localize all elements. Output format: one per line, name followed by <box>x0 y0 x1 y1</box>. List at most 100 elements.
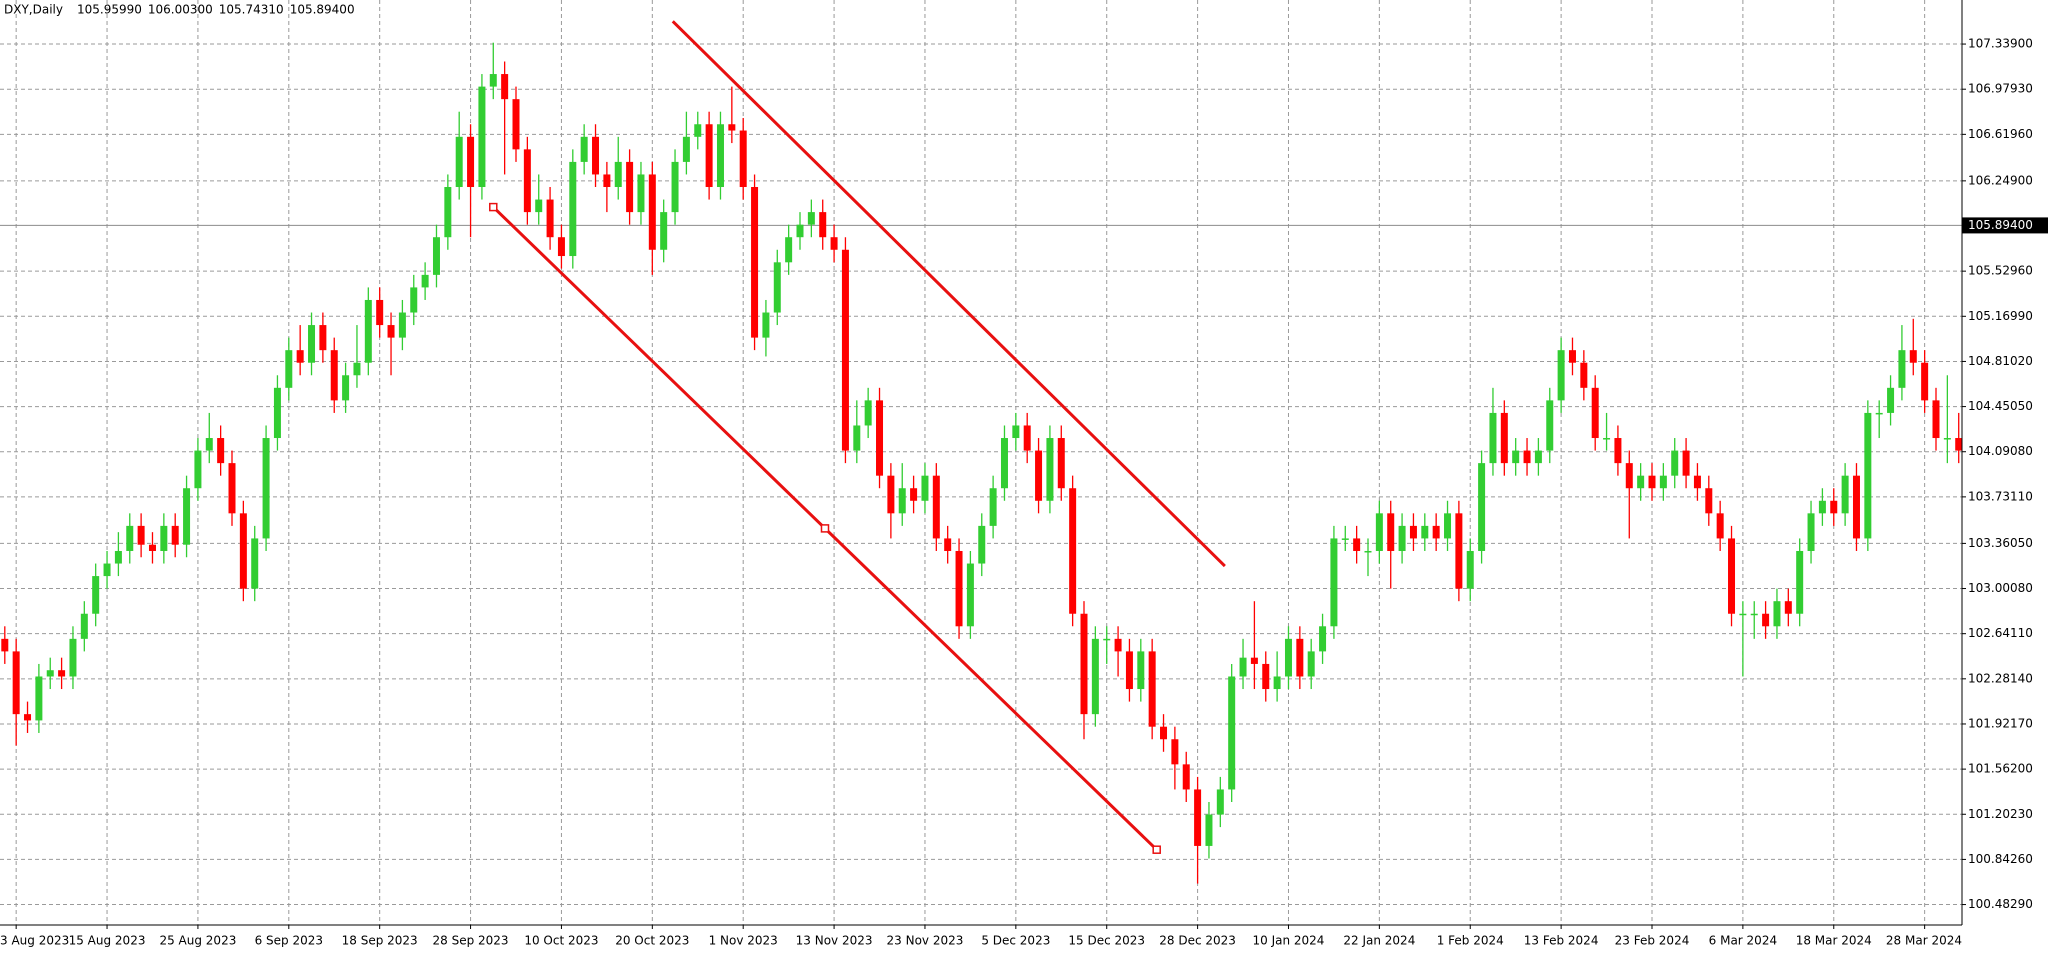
candle-body <box>1762 613 1770 627</box>
candle-body <box>739 130 747 188</box>
candle-body <box>1364 550 1372 553</box>
y-tick-label: 104.45050 <box>1968 399 2033 413</box>
x-tick-label: 13 Feb 2024 <box>1524 934 1599 948</box>
candle-body <box>626 161 634 213</box>
candle-body <box>716 124 724 188</box>
candle-body <box>1739 613 1747 616</box>
candle-body <box>1955 438 1963 451</box>
candle-body <box>694 124 702 137</box>
candle-body <box>592 136 600 175</box>
candle-body <box>1341 538 1349 540</box>
candle-body <box>512 99 520 150</box>
candle-body <box>1375 513 1383 551</box>
x-tick-label: 23 Nov 2023 <box>887 934 964 948</box>
y-tick-label: 106.61960 <box>1968 127 2033 141</box>
candle-body <box>1 638 9 652</box>
candle-body <box>569 161 577 257</box>
candle-body <box>1830 500 1838 514</box>
candle-body <box>705 124 713 188</box>
candle-body <box>944 538 952 551</box>
y-tick-label: 105.52960 <box>1968 264 2033 278</box>
y-tick-label: 104.09080 <box>1968 444 2033 458</box>
candle-body <box>580 136 588 162</box>
last-low: 105.74310 <box>219 3 284 17</box>
candle-body <box>1398 525 1406 551</box>
candle-body <box>1000 438 1008 489</box>
candle-body <box>1421 525 1429 539</box>
candle-body <box>1750 613 1758 616</box>
candle-body <box>603 174 611 188</box>
trendline-anchor <box>820 524 830 533</box>
candle-body <box>92 576 100 614</box>
y-tick-label: 100.84260 <box>1968 852 2033 866</box>
candle-body <box>24 714 32 721</box>
candle-body <box>1409 525 1417 539</box>
axes: 107.33900 106.97930 106.61960 106.24900 105.… <box>0 37 2048 948</box>
x-tick-label: 15 Dec 2023 <box>1068 934 1145 948</box>
candle-body <box>955 550 963 627</box>
candle-body <box>183 488 191 545</box>
candle-body <box>830 237 838 250</box>
candle-body <box>444 187 452 238</box>
candle-body <box>364 299 372 363</box>
x-tick-label: 6 Mar 2024 <box>1709 934 1777 948</box>
candle-body <box>1273 676 1281 690</box>
candle-body <box>785 237 793 263</box>
candle-body <box>910 488 918 501</box>
candle-body <box>1080 613 1088 715</box>
candle-body <box>1194 789 1202 846</box>
x-tick-label: 10 Oct 2023 <box>524 934 598 948</box>
y-tick-label: 103.00080 <box>1968 581 2033 595</box>
candle-body <box>126 525 134 551</box>
candle-body <box>1500 412 1508 464</box>
last-high: 106.00300 <box>148 3 213 17</box>
candle-body <box>1603 438 1611 440</box>
candle-body <box>1614 438 1622 464</box>
candle-body <box>1580 362 1588 388</box>
candle-body <box>251 538 259 589</box>
candle-body <box>1296 638 1304 677</box>
candle-body <box>330 350 338 401</box>
y-tick-label: 106.97930 <box>1968 82 2033 96</box>
candle-body <box>1330 538 1338 627</box>
x-tick-label: 6 Sep 2023 <box>255 934 323 948</box>
candle-body <box>12 651 20 715</box>
candle-body <box>1705 488 1713 514</box>
x-tick-label: 28 Sep 2023 <box>433 934 509 948</box>
candle-body <box>1932 400 1940 439</box>
candle-body <box>285 350 293 388</box>
candle-body <box>1637 475 1645 489</box>
candle-body <box>501 74 509 100</box>
candle-body <box>1023 425 1031 451</box>
candle-body <box>353 362 361 376</box>
candle-body <box>1091 638 1099 715</box>
candle-body <box>1591 387 1599 439</box>
candle-body <box>898 488 906 514</box>
candle-body <box>296 350 304 363</box>
candle-body <box>103 563 111 577</box>
candle-body <box>1262 663 1270 690</box>
candle-body <box>1852 475 1860 539</box>
candle-body <box>69 638 77 677</box>
candle-body <box>1069 488 1077 614</box>
candle-body <box>228 463 236 514</box>
candle-body <box>1557 350 1565 401</box>
candle-body <box>637 174 645 213</box>
candle-body <box>1784 601 1792 614</box>
y-tick-label: 106.24900 <box>1968 173 2033 187</box>
candle-body <box>1035 450 1043 501</box>
candle-body <box>1864 412 1872 539</box>
x-tick-label: 13 Nov 2023 <box>796 934 873 948</box>
last-open: 105.95990 <box>77 3 142 17</box>
candle-body <box>1807 513 1815 551</box>
candle-body <box>1307 651 1315 677</box>
candle-body <box>546 199 554 238</box>
candle-body <box>1478 463 1486 551</box>
candle-body <box>342 375 350 401</box>
candle-body <box>1284 638 1292 677</box>
candle-body <box>1728 538 1736 614</box>
candle-body <box>455 136 463 188</box>
candle-body <box>648 174 656 250</box>
candle-body <box>1693 475 1701 489</box>
